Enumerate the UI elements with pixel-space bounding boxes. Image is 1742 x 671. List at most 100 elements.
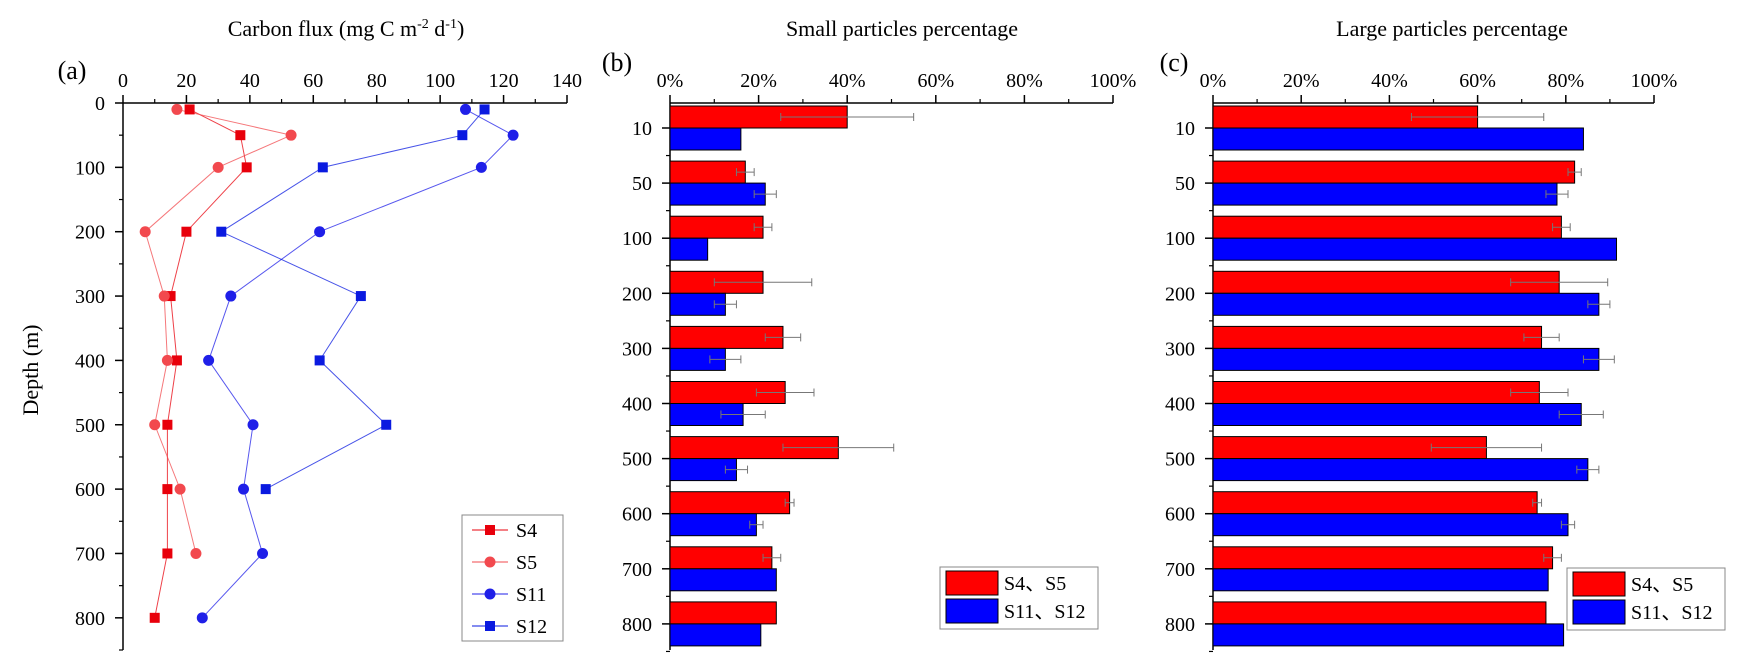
panel-a-x-tick-label: 60	[303, 70, 323, 92]
panel-c-y-tick-label: 300	[1165, 338, 1195, 360]
panel-c-x-tick-label: 100%	[1631, 70, 1678, 92]
panel-c-y-tick-label: 50	[1175, 173, 1195, 195]
panel-b-bar-blue	[669, 568, 777, 592]
panel-a-label: (a)	[58, 56, 87, 85]
panel-c-y-tick-label: 100	[1165, 228, 1195, 250]
series-s12-point	[260, 484, 271, 495]
panel-a-title-sup2: -1	[445, 17, 457, 32]
panel-c-x-tick-label: 20%	[1283, 70, 1320, 92]
panel-c-bar-blue	[1212, 347, 1600, 371]
panel-a-title-sup1: -2	[417, 17, 429, 32]
series-s5-point	[149, 419, 161, 431]
series-s12-line	[220, 109, 485, 490]
panel-c-legend-s11-s12-swatch	[1572, 599, 1626, 625]
panel-b-y-tick-label: 10	[632, 118, 652, 140]
panel-b-y-tick-label: 100	[622, 228, 652, 250]
series-s11-point	[203, 354, 215, 366]
panel-b-y-tick-label: 200	[622, 283, 652, 305]
panel-c-bar-blue	[1212, 292, 1600, 316]
series-s11-point	[475, 161, 487, 173]
panel-a-y-tick-label: 100	[75, 157, 105, 179]
panel-b-x-tick-label: 0%	[657, 70, 684, 92]
panel-b-x-tick-label: 20%	[740, 70, 777, 92]
panel-a-title: Carbon flux (mg C m-2 d-1)	[228, 16, 465, 41]
series-s4-point	[235, 130, 246, 141]
panel-b-y-tick-label: 500	[622, 449, 652, 471]
panel-c-bar-red	[1212, 546, 1554, 570]
panel-a-title-part3: )	[457, 16, 464, 41]
panel-b-bar-blue	[669, 513, 757, 537]
panel-c-x-tick-label: 80%	[1547, 70, 1584, 92]
series-s11-point	[225, 290, 237, 302]
panel-a-x-tick-label: 120	[489, 70, 519, 92]
panel-a-x-tick-label: 80	[367, 70, 387, 92]
series-s12-point	[457, 130, 468, 141]
panel-c-title: Large particles percentage	[1336, 16, 1568, 41]
panel-b-legend-s11-s12-swatch	[945, 598, 999, 624]
series-s11-point	[238, 483, 250, 495]
legend-s5-marker	[484, 556, 496, 568]
panel-c-bar-red	[1212, 325, 1543, 349]
series-s4-point	[181, 226, 192, 237]
panel-b-plot: 0% 20% 40% 60% 80% 100% 10 50 100 200 300 400 500 600…	[622, 70, 1136, 653]
panel-c-bar-blue	[1212, 513, 1569, 537]
panel-c-label: (c)	[1160, 48, 1189, 77]
series-s12-point	[314, 355, 325, 366]
series-s5-point	[158, 290, 170, 302]
series-s12-point	[216, 226, 227, 237]
panel-c-bar-blue	[1212, 182, 1558, 206]
panel-a-title-part1: Carbon flux (mg C m	[228, 16, 417, 41]
series-s12-point	[317, 162, 328, 173]
panel-c-legend-s4-s5-swatch	[1572, 571, 1626, 597]
legend-s5-label: S5	[516, 552, 537, 574]
panel-c-x-tick-label: 40%	[1371, 70, 1408, 92]
panel-b-y-tick-label: 400	[622, 394, 652, 416]
panel-c-y-tick-label: 500	[1165, 449, 1195, 471]
panel-b-legend-s4-s5-label: S4、S5	[1004, 573, 1066, 595]
series-s4-point	[184, 104, 195, 115]
series-s5-point	[139, 226, 151, 238]
panel-b-legend-s4-s5-swatch	[945, 570, 999, 596]
series-s5-point	[171, 103, 183, 115]
panel-b-x-tick-label: 60%	[917, 70, 954, 92]
panel-c-bar-red	[1212, 160, 1576, 184]
panel-b-bar-blue	[669, 127, 742, 151]
panel-a-legend	[461, 514, 564, 642]
series-s11-point	[247, 419, 259, 431]
legend-s11-marker	[484, 588, 496, 600]
panel-b-bar-red	[669, 160, 746, 184]
panel-a-y-tick-label: 700	[75, 543, 105, 565]
panel-c-x-tick-label: 60%	[1459, 70, 1496, 92]
panel-a-x-tick-label: 40	[240, 70, 260, 92]
panel-c-bar-blue	[1212, 237, 1618, 261]
series-s11-point	[460, 103, 472, 115]
panel-a-ylabel: Depth (m)	[18, 324, 43, 415]
panel-a-x-tick-label: 100	[425, 70, 455, 92]
panel-b-bar-blue	[669, 623, 762, 647]
panel-c-legend-s11-s12-label: S11、S12	[1631, 602, 1713, 624]
legend-s4-label: S4	[516, 520, 537, 542]
panel-a-plot: 0 20 40 60 80 100 120 140 0 100 200 300 400 500 600 700…	[75, 70, 582, 651]
panel-a-title-part2: d	[429, 16, 446, 41]
series-s4-point	[162, 419, 173, 430]
panel-b-legend-s11-s12-label: S11、S12	[1004, 601, 1086, 623]
panel-a-x-tick-label: 20	[176, 70, 196, 92]
series-s12-point	[479, 104, 490, 115]
panel-b-x-tick-label: 80%	[1006, 70, 1043, 92]
panel-b-y-tick-label: 600	[622, 504, 652, 526]
series-s11-point	[507, 129, 519, 141]
panel-c-y-tick-label: 400	[1165, 394, 1195, 416]
series-s4-line	[154, 108, 248, 618]
panel-a-x-tick-label: 0	[118, 70, 128, 92]
series-s5-point	[174, 483, 186, 495]
panel-b-label: (b)	[602, 48, 632, 77]
panel-b-bar-red	[669, 601, 777, 625]
panel-a-y-tick-label: 300	[75, 286, 105, 308]
panel-c-bar-blue	[1212, 127, 1584, 151]
panel-c-bar-red	[1212, 381, 1540, 404]
series-s4-point	[149, 612, 160, 623]
series-s12-point	[355, 291, 366, 302]
panel-c-x-tick-label: 0%	[1200, 70, 1227, 92]
panel-b-x-tick-label: 40%	[829, 70, 866, 92]
